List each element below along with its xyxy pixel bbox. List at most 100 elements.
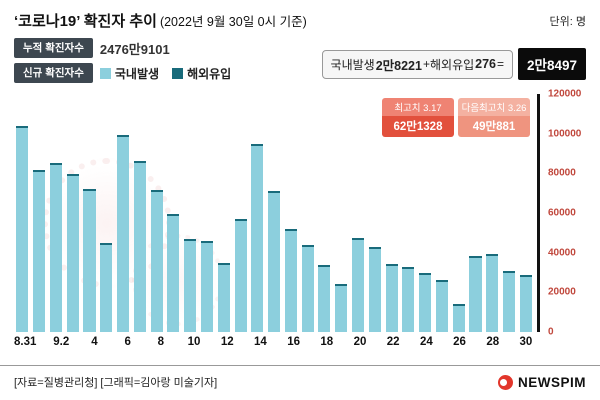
title-date-suffix: (2022년 9월 30일 0시 기준) [159, 15, 307, 29]
bar [486, 253, 499, 332]
bar [234, 218, 247, 332]
x-tick-label: 10 [187, 336, 201, 348]
headline-overseas-label: 해외유입 [429, 57, 475, 72]
x-tick-label [335, 336, 352, 348]
bar-slot [266, 94, 283, 332]
bar [284, 228, 297, 332]
cumulative-badge: 누적 확진자수 [14, 38, 93, 58]
y-tick-label: 20000 [548, 286, 576, 298]
bar-slot [215, 94, 232, 332]
x-tick-label [236, 336, 253, 348]
bar-overseas-cap [16, 125, 29, 128]
x-tick-label: 26 [453, 336, 466, 348]
legend-item-overseas: 해외유입 [172, 65, 231, 82]
bar-slot [316, 94, 333, 332]
headline-equals: = [497, 57, 505, 71]
x-tick-label: 16 [287, 336, 300, 348]
y-tick-label: 40000 [548, 247, 576, 259]
bar-slot [350, 94, 367, 332]
bar-overseas-cap [351, 237, 365, 240]
legend-overseas-label: 해외유입 [187, 66, 232, 81]
newspim-logo-text: NEWSPIM [517, 374, 586, 390]
bar-slot [182, 94, 199, 332]
bar [150, 190, 163, 332]
x-tick-label: 8 [157, 336, 165, 348]
bar [469, 255, 482, 332]
page-title: ‘코로나19’ 확진자 추이 (2022년 9월 30일 0시 기준) [14, 10, 307, 31]
bar [217, 262, 230, 332]
bar-slot [517, 94, 534, 332]
bar-overseas-cap [217, 262, 230, 265]
bar-chart: 최고치 3.17 62만1328 다음최고치 3.26 49만881 0 2000… [14, 89, 592, 349]
x-tick-label: 8.31 [14, 336, 37, 348]
bar-overseas-cap [167, 214, 180, 216]
legend-item-domestic: 국내발생 [99, 65, 160, 82]
legend-domestic-label: 국내발생 [114, 66, 160, 81]
headline-overseas-value: 276 [475, 57, 497, 71]
bar [184, 238, 197, 332]
bar [133, 161, 146, 332]
source-credit: [자료=질병관리청] [그래픽=김아랑 미술기자] [14, 377, 218, 389]
x-tick-label [368, 336, 385, 348]
bar [117, 135, 130, 332]
bar-slot [283, 94, 300, 332]
x-tick-label [435, 336, 452, 348]
bar-overseas-cap [251, 143, 264, 146]
bar [503, 270, 516, 332]
bar-slot [81, 94, 98, 332]
y-tick-label: 60000 [548, 207, 576, 219]
headline-total-box: 2만8497 [518, 48, 586, 80]
bar [301, 244, 314, 332]
bar-slot [467, 94, 484, 332]
new-cases-badge: 신규 확진자수 [14, 63, 93, 83]
bar-slot [299, 94, 316, 332]
bar-slot [98, 94, 115, 332]
badges-block: 누적 확진자수 2476만9101 신규 확진자수 국내발생 해외유입 [14, 38, 237, 88]
bars [14, 94, 540, 332]
cumulative-value: 2476만9101 [99, 41, 170, 57]
peak-label: 최고치 3.17 [382, 98, 454, 116]
x-tick-label [36, 336, 53, 348]
bar [402, 266, 415, 332]
bar-slot [131, 94, 148, 332]
newspim-logo: NEWSPIM [497, 374, 586, 390]
bar [16, 125, 29, 332]
bar-overseas-cap [469, 255, 482, 258]
x-tick-label [302, 336, 319, 348]
bar [33, 170, 46, 332]
bar-overseas-cap [385, 263, 398, 266]
bar-overseas-cap [402, 266, 415, 269]
x-tick-label: 30 [519, 336, 533, 348]
peak-annotation: 최고치 3.17 62만1328 [382, 98, 454, 137]
x-tick-label: 28 [486, 336, 500, 348]
bar [66, 173, 79, 332]
bar-slot [31, 94, 48, 332]
x-tick-label: 20 [353, 336, 367, 348]
bar-slot [14, 94, 31, 332]
bar-slot [232, 94, 249, 332]
bar [49, 162, 62, 332]
x-tick-label [70, 336, 87, 348]
headline-breakdown-box: 국내발생 2만8221 + 해외유입 276 = [321, 49, 514, 79]
bar-slot [199, 94, 216, 332]
y-tick-label: 80000 [548, 167, 576, 179]
bar-slot [115, 94, 132, 332]
bar [351, 237, 365, 332]
x-tick-label [202, 336, 219, 348]
headline-domestic-label: 국내발생 [330, 57, 375, 72]
bar-slot [484, 94, 501, 332]
bar [200, 240, 214, 332]
bar-overseas-cap [419, 272, 432, 275]
bar-overseas-cap [284, 228, 297, 231]
bar [452, 304, 465, 332]
bar [251, 143, 264, 332]
bar [519, 275, 532, 332]
bar-overseas-cap [234, 218, 247, 221]
bar [167, 214, 180, 332]
bar-slot [417, 94, 434, 332]
bar-slot [434, 94, 451, 332]
y-tick-label: 0 [548, 326, 554, 338]
x-tick-label: 22 [386, 336, 400, 348]
bar-slot [249, 94, 266, 332]
x-tick-label: 4 [91, 336, 98, 348]
